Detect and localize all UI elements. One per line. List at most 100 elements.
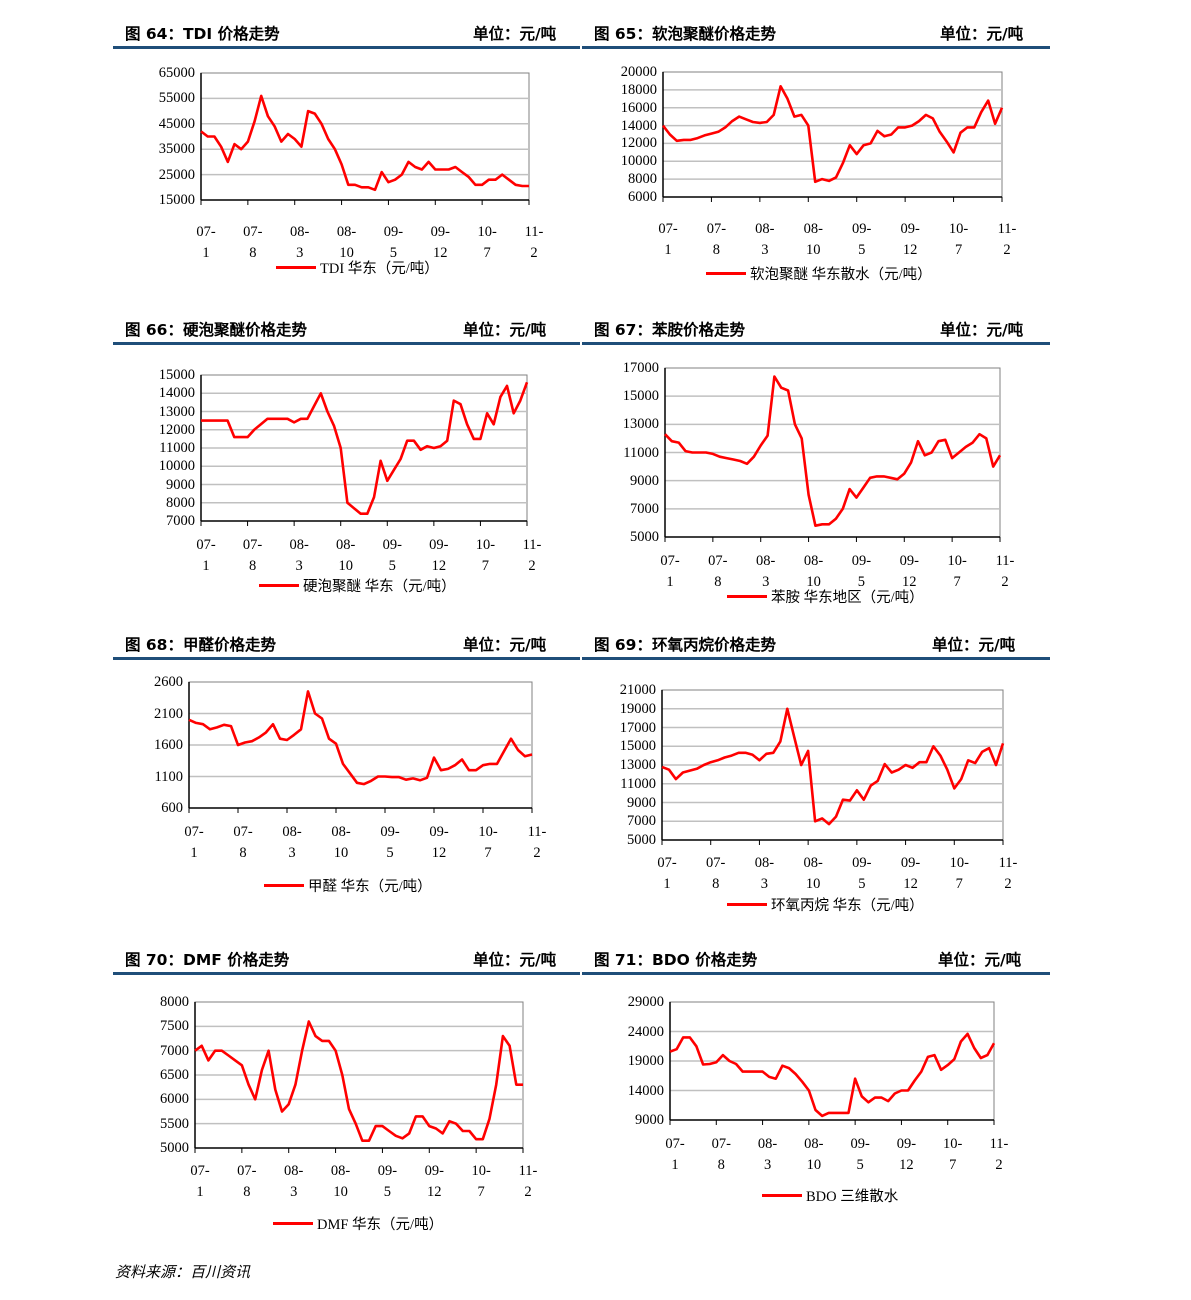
x-tick-month: 7 <box>481 558 490 574</box>
x-tick-month: 2 <box>1001 574 1009 590</box>
plot-area <box>661 689 1005 845</box>
x-tick-year: 08- <box>803 855 823 871</box>
x-tick-month: 7 <box>483 245 491 261</box>
chart-svg <box>661 689 1005 845</box>
x-tick-year: 10- <box>943 1136 963 1152</box>
x-tick-month: 8 <box>249 245 257 261</box>
y-tick-label: 29000 <box>627 994 664 1010</box>
x-tick-year: 07- <box>233 824 253 840</box>
x-tick-month: 10 <box>806 1157 822 1173</box>
x-tick-month: 10 <box>806 574 821 590</box>
legend-label: 软泡聚醚 华东散水（元/吨） <box>750 267 932 283</box>
x-tick-month: 2 <box>528 558 536 574</box>
x-tick-label: 07- 8 <box>698 551 738 593</box>
x-tick-year: 09- <box>852 221 872 237</box>
y-tick-label: 17000 <box>622 360 659 376</box>
x-tick-month: 10 <box>339 245 354 261</box>
x-tick-label: 09- 12 <box>414 1161 454 1203</box>
x-tick-label: 09- 12 <box>420 222 460 264</box>
x-tick-month: 12 <box>902 574 917 590</box>
x-tick-label: 07- 1 <box>174 822 214 864</box>
x-tick-month: 12 <box>431 845 447 861</box>
plot-area <box>200 374 529 526</box>
price-series-line <box>194 1020 523 1142</box>
x-tick-month: 3 <box>290 1184 298 1200</box>
x-tick-label: 09- 5 <box>842 219 882 261</box>
x-tick-month: 10 <box>805 876 821 892</box>
x-tick-year: 07- <box>657 855 677 871</box>
x-tick-label: 09- 5 <box>373 222 413 264</box>
x-tick-year: 07- <box>196 537 216 553</box>
x-tick-month: 5 <box>386 845 394 861</box>
price-series-line <box>664 375 1002 527</box>
legend-label: 硬泡聚醚 华东（元/吨） <box>303 579 456 595</box>
x-tick-month: 12 <box>903 876 918 892</box>
x-tick-year: 11- <box>518 1163 538 1179</box>
x-tick-month: 1 <box>202 558 210 574</box>
x-tick-year: 09- <box>383 224 404 240</box>
legend-swatch <box>276 266 316 269</box>
x-tick-month: 12 <box>899 1157 914 1173</box>
x-tick-label: 08- 10 <box>794 551 834 593</box>
x-tick-label: 11- 2 <box>987 219 1027 261</box>
chart-unit: 单位：元/吨 <box>938 951 1022 969</box>
chart-title: 图 66：硬泡聚醚价格走势 <box>125 321 307 339</box>
y-tick-label: 65000 <box>158 65 195 81</box>
x-tick-label: 08- 3 <box>748 1134 788 1176</box>
y-tick-label: 12000 <box>158 421 195 438</box>
chart-title: 图 67：苯胺价格走势 <box>594 321 745 339</box>
x-tick-label: 10- 7 <box>465 535 505 577</box>
chart-svg <box>200 72 530 205</box>
x-tick-year: 07- <box>243 224 263 240</box>
x-tick-month: 7 <box>484 845 492 861</box>
x-tick-year: 09- <box>429 824 449 840</box>
y-tick-label: 14000 <box>620 117 657 134</box>
chart-legend: 软泡聚醚 华东散水（元/吨） <box>706 263 932 284</box>
x-tick-month: 8 <box>243 1184 251 1200</box>
x-tick-label: 08- 10 <box>326 535 366 577</box>
x-tick-year: 08- <box>330 1163 351 1179</box>
x-tick-label: 08- 10 <box>793 853 833 895</box>
x-tick-label: 07- 8 <box>696 853 736 895</box>
chart-unit: 单位：元/吨 <box>473 25 557 43</box>
x-tick-label: 08- 3 <box>280 222 320 264</box>
y-tick-label: 7000 <box>160 1042 189 1059</box>
y-tick-label: 25000 <box>158 166 195 183</box>
price-series-line <box>669 1032 996 1118</box>
y-tick-label: 11000 <box>623 444 659 461</box>
y-tick-label: 15000 <box>622 388 659 405</box>
y-tick-label: 13000 <box>619 757 656 773</box>
chart-title: 图 71：BDO 价格走势 <box>594 951 758 969</box>
y-tick-label: 9000 <box>166 476 195 493</box>
x-tick-year: 10- <box>477 224 497 240</box>
legend-swatch <box>727 903 767 906</box>
chart-unit: 单位：元/吨 <box>940 321 1024 339</box>
x-tick-year: 09- <box>430 224 450 240</box>
y-tick-label: 12000 <box>620 135 657 152</box>
chart-unit: 单位：元/吨 <box>473 951 557 969</box>
chart-unit: 单位：元/吨 <box>940 25 1024 43</box>
legend-swatch <box>259 584 299 587</box>
x-tick-month: 5 <box>383 1184 392 1200</box>
x-tick-label: 09- 5 <box>370 822 410 864</box>
x-tick-month: 1 <box>196 1184 204 1200</box>
plot-area <box>194 1001 524 1153</box>
x-tick-month: 7 <box>477 1184 485 1200</box>
x-tick-label: 10- 7 <box>467 222 507 264</box>
x-tick-month: 5 <box>857 574 866 590</box>
chart-unit: 单位：元/吨 <box>932 636 1016 654</box>
legend-swatch <box>273 1222 313 1225</box>
x-tick-year: 08- <box>289 537 309 553</box>
y-tick-label: 8000 <box>166 494 195 511</box>
x-tick-year: 07- <box>190 1163 210 1179</box>
x-tick-year: 09- <box>377 1163 398 1179</box>
chart-unit: 单位：元/吨 <box>463 321 547 339</box>
price-series-line <box>200 94 529 192</box>
x-tick-year: 09- <box>382 537 402 553</box>
y-tick-label: 15000 <box>158 367 195 383</box>
x-tick-label: 09- 12 <box>419 822 459 864</box>
x-tick-month: 2 <box>1003 242 1011 258</box>
x-tick-label: 07- 8 <box>701 1134 741 1176</box>
x-tick-month: 1 <box>190 845 198 861</box>
x-tick-year: 09- <box>424 1163 444 1179</box>
